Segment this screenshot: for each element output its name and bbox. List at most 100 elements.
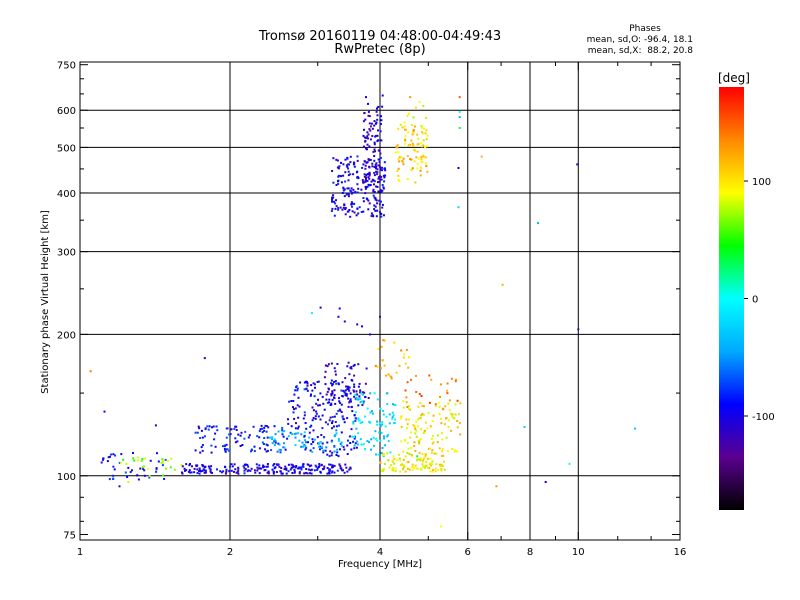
data-point	[305, 471, 307, 474]
data-point	[366, 135, 369, 138]
data-point	[234, 441, 237, 444]
data-point	[338, 397, 340, 400]
y-tick-label: 200	[57, 330, 76, 341]
data-point	[350, 448, 353, 451]
data-point	[261, 431, 264, 434]
data-point	[349, 442, 352, 444]
data-point	[416, 425, 419, 428]
colorbar-tick-label: -100	[752, 412, 775, 423]
data-point	[362, 181, 365, 183]
data-point	[419, 459, 422, 462]
data-point	[328, 469, 331, 472]
data-point	[361, 325, 363, 328]
data-point	[377, 181, 379, 184]
data-point	[368, 177, 371, 180]
data-point	[344, 213, 347, 216]
data-point	[338, 165, 341, 168]
data-point	[388, 466, 391, 469]
data-point	[309, 449, 312, 452]
data-point	[454, 380, 457, 383]
data-point	[230, 469, 233, 472]
data-point	[318, 445, 321, 448]
data-point	[156, 452, 158, 455]
data-point	[300, 433, 303, 436]
data-point	[333, 415, 336, 418]
data-point	[456, 420, 459, 422]
data-point	[267, 471, 270, 474]
data-point	[110, 453, 113, 456]
data-point	[361, 421, 364, 424]
data-point	[369, 125, 372, 128]
data-point	[425, 453, 428, 456]
data-point	[420, 428, 423, 431]
data-point	[413, 129, 415, 132]
data-point	[382, 339, 385, 342]
data-point	[381, 105, 384, 108]
data-point	[237, 472, 240, 475]
data-point	[361, 391, 364, 394]
data-point	[352, 191, 355, 194]
data-point	[437, 468, 440, 471]
data-point	[305, 427, 308, 430]
data-point	[189, 471, 192, 474]
data-point	[370, 448, 372, 451]
data-point	[362, 120, 365, 123]
data-point	[305, 468, 308, 470]
data-point	[402, 356, 405, 359]
data-point	[360, 392, 362, 395]
data-point	[297, 427, 299, 430]
data-point	[332, 181, 335, 184]
data-point	[106, 460, 109, 463]
data-point	[350, 192, 353, 195]
data-point	[274, 440, 277, 442]
data-point	[414, 106, 417, 109]
data-point	[411, 124, 414, 126]
data-point	[421, 161, 424, 164]
data-point	[346, 385, 349, 388]
data-point	[362, 393, 365, 396]
x-axis-label: Frequency [MHz]	[338, 559, 422, 570]
data-point	[132, 457, 135, 460]
data-point	[406, 423, 409, 426]
data-point	[357, 398, 360, 401]
data-point	[378, 165, 381, 168]
data-point	[380, 431, 383, 434]
data-point	[424, 455, 427, 458]
data-point	[287, 435, 290, 438]
data-point	[352, 422, 355, 425]
data-point	[293, 468, 296, 471]
data-point	[335, 432, 338, 435]
data-point	[375, 162, 378, 165]
data-point	[407, 366, 410, 369]
data-point	[404, 139, 407, 142]
data-point	[346, 210, 349, 213]
data-point	[364, 415, 367, 418]
data-point	[363, 175, 366, 178]
data-point	[371, 410, 373, 413]
data-point	[347, 192, 350, 195]
data-point	[408, 468, 411, 471]
data-point	[309, 469, 312, 472]
data-point	[349, 398, 352, 401]
data-point	[303, 388, 306, 391]
data-point	[374, 166, 377, 169]
data-point	[352, 440, 355, 443]
data-point	[377, 149, 380, 152]
axes: 1 2 4 6 8 10 16 75 100 200 300 400 500 600 750	[57, 61, 686, 558]
data-point	[163, 477, 166, 480]
data-point	[425, 129, 428, 132]
data-point	[340, 403, 343, 406]
data-point	[348, 209, 351, 211]
data-point	[428, 467, 431, 470]
data-point	[408, 144, 411, 147]
data-point	[293, 470, 296, 473]
data-point	[349, 161, 352, 164]
data-point	[368, 441, 370, 444]
data-point	[418, 442, 421, 445]
data-point	[376, 202, 379, 205]
data-point	[367, 176, 370, 179]
data-point	[318, 465, 320, 468]
data-point	[421, 132, 424, 135]
data-point	[265, 465, 268, 468]
data-point	[369, 129, 372, 132]
